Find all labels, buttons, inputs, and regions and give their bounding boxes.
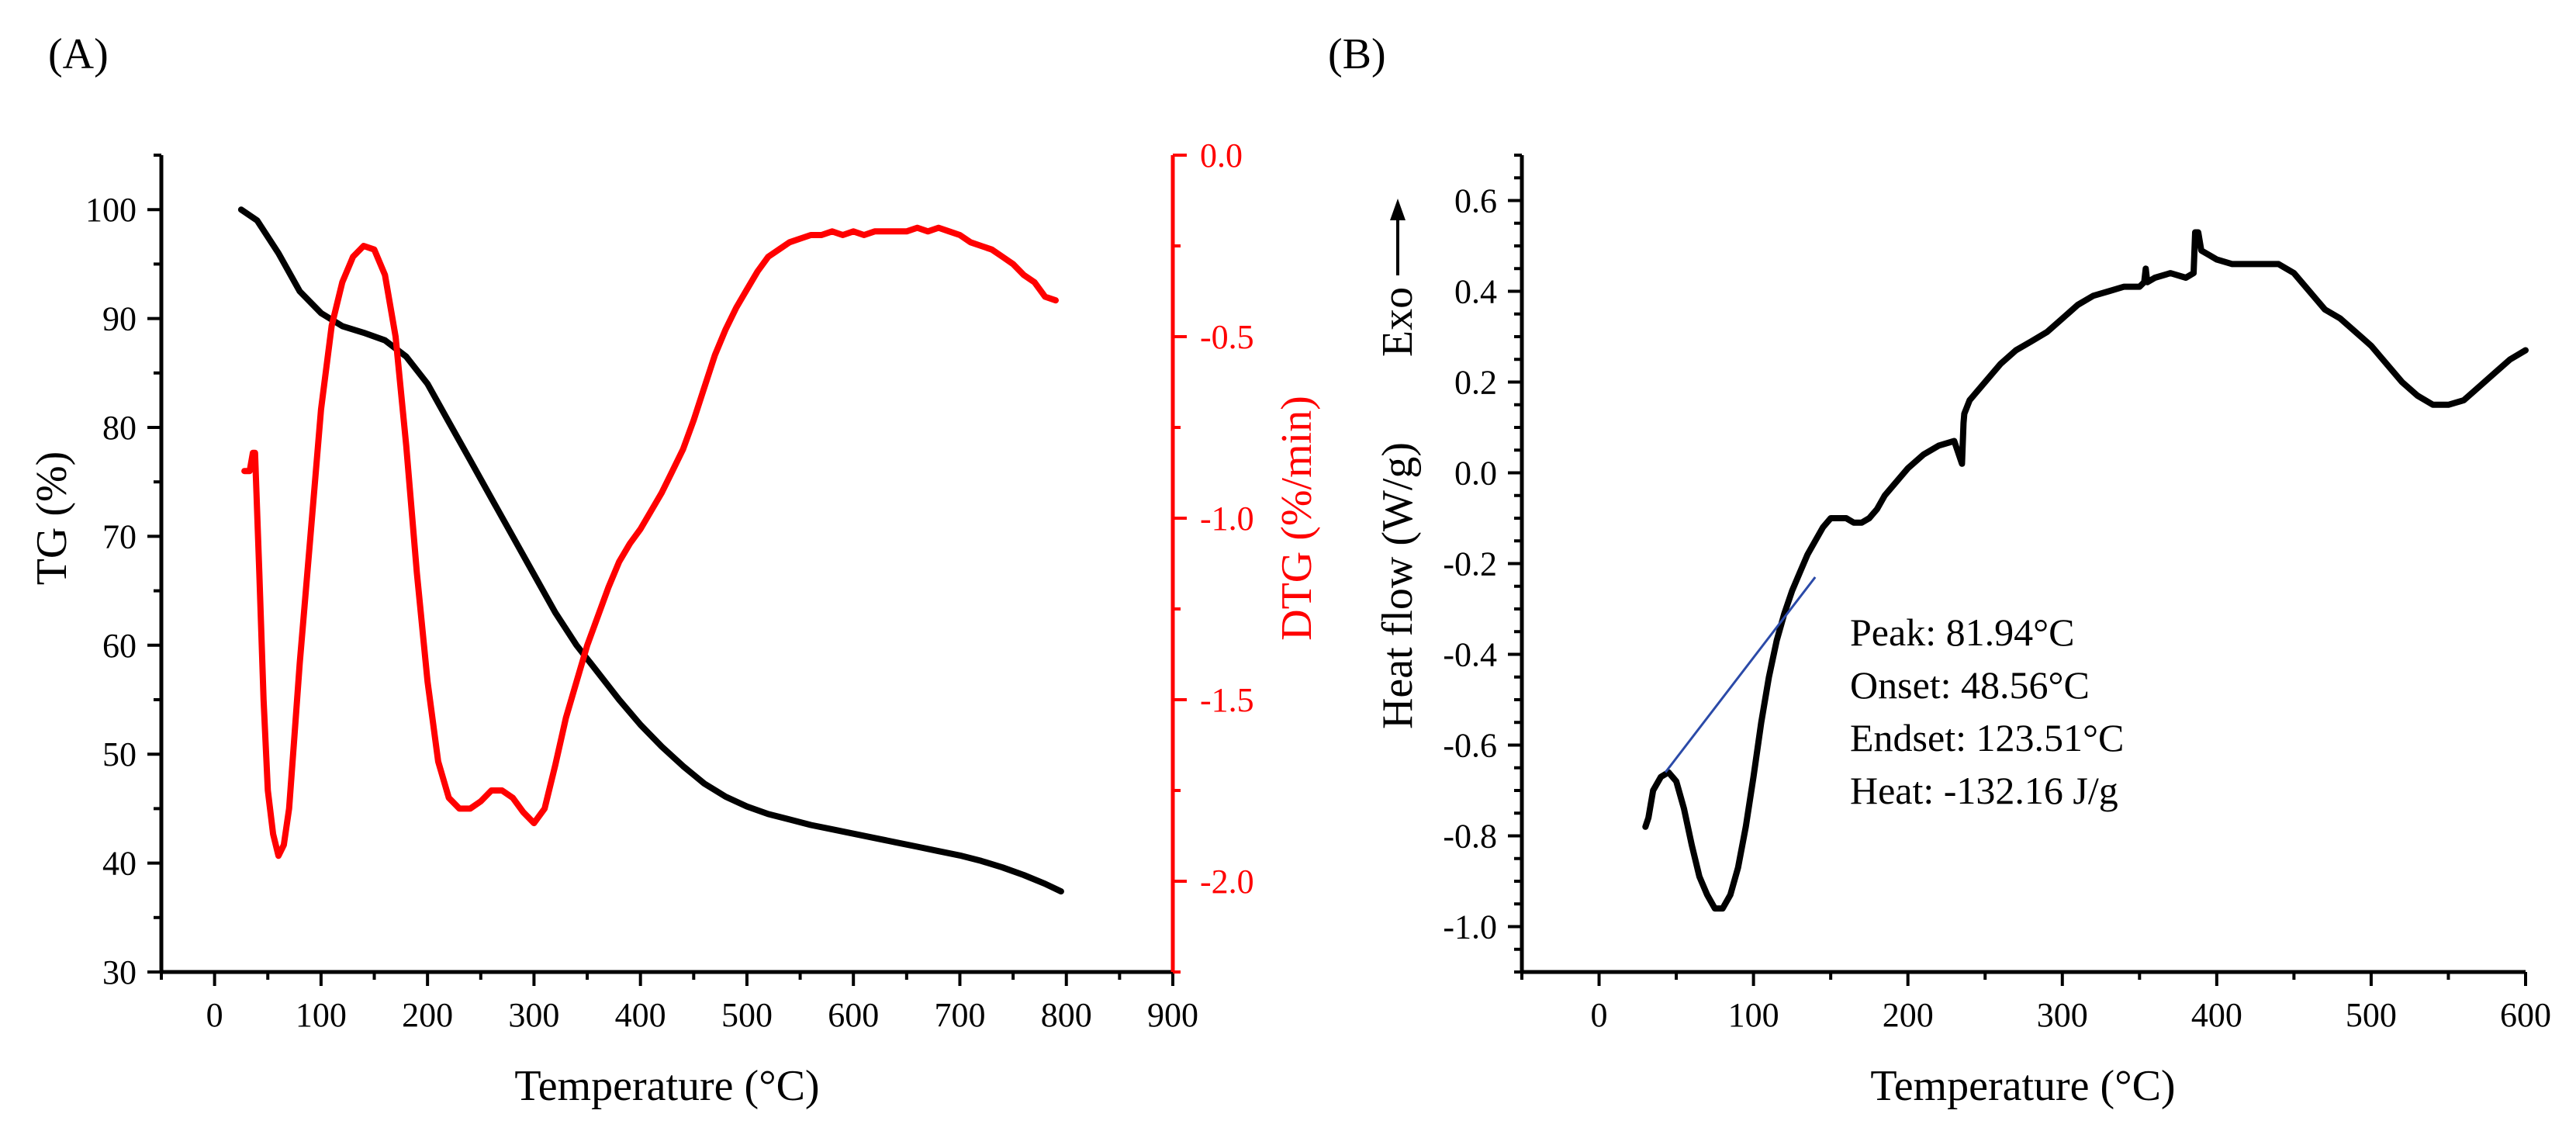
panel-b-y-tick-label: 0.6 [1454,182,1497,220]
panel-a-y-tick-label-left: 80 [102,409,137,447]
panel-a: (A) 0 100 200 300 400 500 600 700 800 900 30 40 50 60… [28,30,1321,1110]
panel-a-x-tick-label: 500 [721,996,773,1034]
heat-flow-line [1642,229,2529,912]
panel-b-ylabel: Heat flow (W/g) [1374,442,1422,729]
panel-a-ylabel-left: TG (%) [28,451,76,586]
exo-label: Exo [1374,287,1422,357]
annotation-endset: Endset: 123.51°C [1850,716,2124,759]
panel-a-y-tick-label-right: -2.0 [1200,863,1254,901]
panel-a-ylabel-right: DTG (%/min) [1273,396,1321,641]
panel-a-y-tick-label-left: 40 [102,845,137,883]
panel-b-xlabel: Temperature (°C) [1870,1062,2175,1110]
panel-b-label: (B) [1328,30,1386,78]
panel-b-y-tick-label: -1.0 [1443,908,1497,946]
panel-a-y-tick-label-left: 100 [85,191,137,229]
panel-b-y-tick-label: 0.0 [1454,455,1497,493]
panel-b-x-tick-label: 500 [2346,996,2397,1034]
panel-a-x-tick-label: 400 [615,996,666,1034]
panel-b-x-tick-label: 100 [1728,996,1779,1034]
exo-indicator: Exo [1374,199,1422,357]
panel-a-y-tick-label-right: -1.5 [1200,681,1254,719]
annotation-heat: Heat: -132.16 J/g [1850,769,2118,812]
panel-b-x-tick-label: 300 [2037,996,2088,1034]
panel-a-x-tick-label: 600 [828,996,879,1034]
panel-b-y-tick-label: -0.4 [1443,636,1497,674]
panel-a-y-tick-label-right: 0.0 [1200,137,1243,175]
panel-a-y-tick-label-left: 60 [102,627,137,665]
tg-line [237,206,1064,895]
panel-b-y-tick-label: -0.8 [1443,818,1497,856]
panel-b-x-tick-label: 400 [2191,996,2242,1034]
panel-a-label: (A) [48,30,109,78]
panel-b-y-tick-label: -0.2 [1443,545,1497,583]
panel-a-x-tick-label: 700 [934,996,985,1034]
panel-b-x-tick-label: 0 [1591,996,1608,1034]
peak-annotations: Peak: 81.94°C Onset: 48.56°C Endset: 123… [1850,611,2124,812]
panel-a-y-tick-label-left: 30 [102,953,137,991]
annotation-onset: Onset: 48.56°C [1850,663,2090,707]
panel-a-y-tick-label-left: 50 [102,735,137,773]
panel-a-x-tick-label: 800 [1041,996,1092,1034]
panel-a-y-tick-label-left: 70 [102,517,137,555]
panel-b-x-tick-label: 600 [2500,996,2551,1034]
peak-baseline [1664,576,1817,773]
panel-b-x-tick-label: 200 [1883,996,1934,1034]
panel-b: (B) 0 100 200 300 400 500 600 0.6 0.4 0.2 0.0 -0.2 -… [1328,30,2551,1110]
panel-b-y-tick-label: 0.2 [1454,364,1497,402]
panel-a-x-tick-label: 300 [508,996,559,1034]
panel-a-x-tick-label: 200 [402,996,453,1034]
annotation-peak: Peak: 81.94°C [1850,611,2074,654]
panel-b-y-tick-label: 0.4 [1454,273,1497,311]
panel-a-x-tick-label: 900 [1147,996,1198,1034]
panel-a-y-tick-label-left: 90 [102,300,137,338]
panel-a-x-tick-label: 0 [206,996,223,1034]
panel-a-xlabel: Temperature (°C) [514,1062,819,1110]
panel-a-y-tick-label-right: -0.5 [1200,318,1254,356]
panel-a-x-tick-label: 100 [296,996,347,1034]
exo-arrow-icon [1390,199,1406,220]
panel-a-y-tick-label-right: -1.0 [1200,500,1254,538]
dtg-line [241,224,1059,860]
panel-b-y-tick-label: -0.6 [1443,727,1497,765]
